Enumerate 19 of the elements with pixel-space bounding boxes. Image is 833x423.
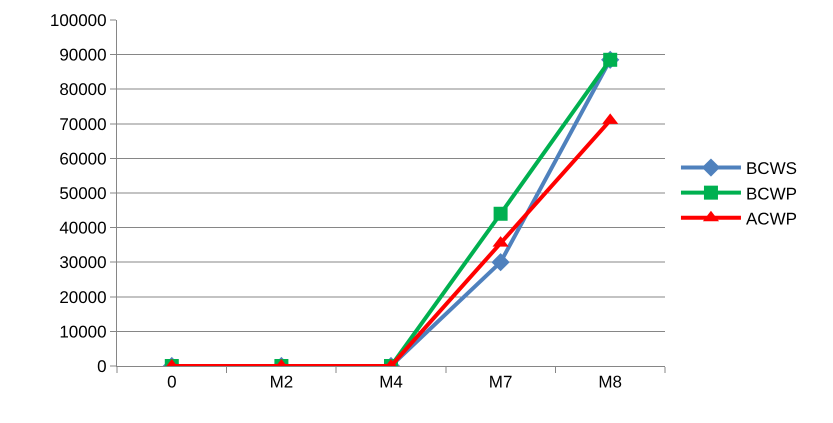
x-tick-label: M2 xyxy=(270,372,294,392)
y-tick-label: 60000 xyxy=(59,149,107,168)
y-tick-label: 30000 xyxy=(59,253,107,272)
legend-label: ACWP xyxy=(746,209,797,228)
y-tick-label: 90000 xyxy=(59,46,107,65)
x-tick-label: M8 xyxy=(598,372,622,392)
y-tick-label: 0 xyxy=(97,356,107,376)
y-tick-label: 10000 xyxy=(59,322,107,342)
y-tick-label: 70000 xyxy=(59,114,107,134)
y-tick-label: 40000 xyxy=(59,218,107,238)
x-tick-label: M7 xyxy=(488,372,512,392)
y-tick-label: 50000 xyxy=(59,184,107,203)
y-tick-label: 20000 xyxy=(59,288,107,307)
legend-label: BCWP xyxy=(746,184,797,204)
y-tick-label: 100000 xyxy=(50,10,107,30)
x-tick-label: 0 xyxy=(167,372,177,392)
legend-label: BCWS xyxy=(746,159,797,178)
x-tick-label: M4 xyxy=(379,372,403,392)
y-tick-label: 80000 xyxy=(59,80,107,100)
